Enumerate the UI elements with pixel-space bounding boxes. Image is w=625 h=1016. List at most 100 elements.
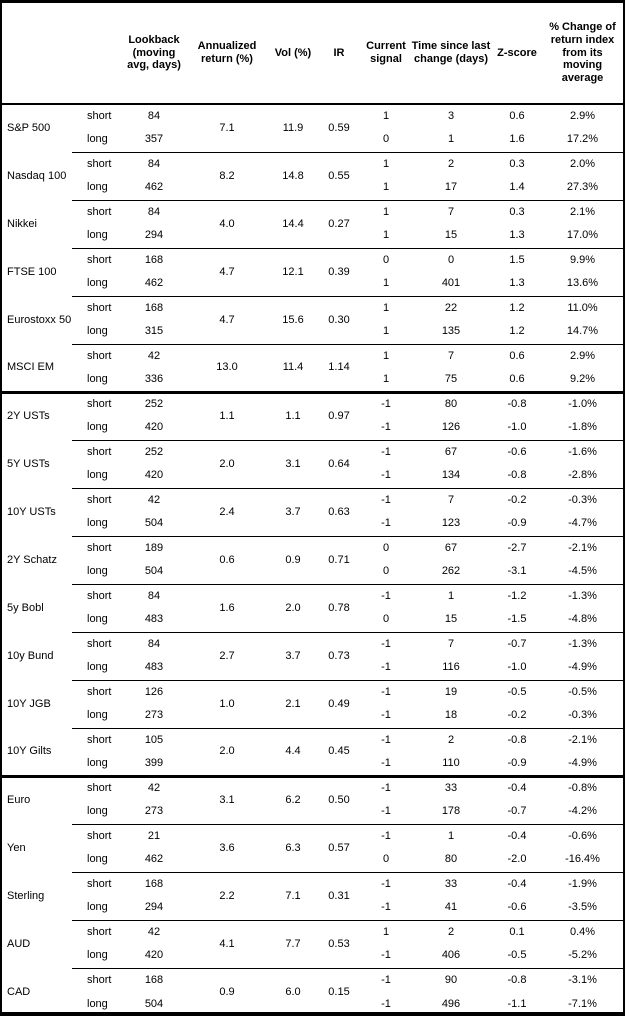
cell-signal: -1 bbox=[362, 656, 410, 681]
cell-signal: -1 bbox=[381, 685, 391, 698]
header-current-signal: Current signal bbox=[362, 3, 410, 105]
cell-instrument: 2Y USTs bbox=[7, 410, 50, 423]
cell-instrument: S&P 500 bbox=[7, 122, 51, 135]
cell-z-score: 1.2 bbox=[492, 320, 542, 345]
cell-time-since: 110 bbox=[410, 752, 492, 778]
cell-annualized-return: 1.0 bbox=[184, 680, 270, 729]
cell-instrument: Euro bbox=[7, 794, 31, 807]
cell-signal: -1 bbox=[362, 944, 410, 969]
cell-vol: 12.1 bbox=[270, 248, 316, 297]
cell-lookback: 84 bbox=[147, 205, 161, 218]
cell-pct-change: -5.2% bbox=[542, 944, 623, 969]
cell-leg: short bbox=[87, 445, 112, 458]
cell-lookback: 42 bbox=[147, 925, 161, 938]
cell-vol: 15.6 bbox=[270, 296, 316, 345]
cell-pct-change: 14.7% bbox=[542, 320, 623, 345]
cell-signal: -1 bbox=[362, 896, 410, 921]
cell-time-since: 17 bbox=[410, 176, 492, 201]
cell-z-score: -1.2 bbox=[507, 589, 527, 602]
cell-vol: 4.4 bbox=[270, 728, 316, 778]
table-row: long 336 1 75 0.6 9.2% bbox=[2, 368, 623, 394]
cell-signal: 0 bbox=[362, 608, 410, 633]
table-row: long 504 -1 496 -1.1 -7.1% bbox=[2, 992, 623, 1012]
cell-leg: long bbox=[72, 704, 124, 729]
cell-time-since: 7 bbox=[447, 349, 455, 362]
cell-lookback: 504 bbox=[124, 560, 184, 585]
table-row: 10Y USTs short 42 2.4 3.7 0.63 -1 7 -0.2 -0.3% bbox=[2, 488, 623, 537]
table-row: long 315 1 135 1.2 14.7% bbox=[2, 320, 623, 345]
cell-pct-change: 17.0% bbox=[542, 224, 623, 249]
cell-leg: short bbox=[87, 398, 112, 411]
cell-lookback: 168 bbox=[144, 973, 164, 986]
cell-pct-change: -3.1% bbox=[568, 973, 597, 986]
cell-z-score: -0.4 bbox=[507, 782, 527, 795]
cell-vol: 2.1 bbox=[270, 680, 316, 729]
cell-pct-change: -1.8% bbox=[542, 416, 623, 441]
cell-vol: 11.9 bbox=[270, 104, 316, 153]
cell-annualized-return: 2.4 bbox=[184, 488, 270, 537]
cell-signal: 0 bbox=[382, 253, 390, 266]
cell-z-score: -1.5 bbox=[492, 608, 542, 633]
cell-annualized-return: 4.0 bbox=[184, 200, 270, 249]
cell-annualized-return: 3.6 bbox=[184, 824, 270, 873]
table-row: MSCI EM short 42 13.0 11.4 1.14 1 7 0.6 2.9% bbox=[2, 344, 623, 394]
cell-signal: -1 bbox=[381, 445, 391, 458]
cell-leg: long bbox=[72, 320, 124, 345]
cell-z-score: -0.7 bbox=[492, 800, 542, 825]
cell-pct-change: 0.4% bbox=[569, 925, 596, 938]
cell-pct-change: -4.8% bbox=[542, 608, 623, 633]
cell-time-since: 41 bbox=[410, 896, 492, 921]
cell-leg: short bbox=[87, 253, 112, 266]
table-row: S&P 500 short 84 7.1 11.9 0.59 1 3 0.6 2.9% bbox=[2, 104, 623, 153]
cell-pct-change: 2.0% bbox=[569, 157, 596, 170]
cell-leg: long bbox=[72, 416, 124, 441]
cell-instrument: 10Y Gilts bbox=[2, 728, 72, 778]
cell-leg: long bbox=[72, 848, 124, 873]
cell-pct-change: -1.6% bbox=[568, 445, 597, 458]
cell-vol: 14.4 bbox=[270, 200, 316, 249]
cell-z-score: -1.0 bbox=[492, 416, 542, 441]
table-row: long 420 -1 406 -0.5 -5.2% bbox=[2, 944, 623, 969]
cell-annualized-return: 7.1 bbox=[184, 104, 270, 153]
cell-z-score: -0.7 bbox=[507, 637, 527, 650]
cell-leg: long bbox=[72, 560, 124, 585]
cell-pct-change: 2.9% bbox=[569, 349, 596, 362]
cell-leg: long bbox=[87, 997, 108, 1010]
cell-pct-change: -4.5% bbox=[542, 560, 623, 585]
cell-instrument: 5Y USTs bbox=[7, 457, 50, 470]
table-row: 10Y JGB short 126 1.0 2.1 0.49 -1 19 -0.5 -0.5% bbox=[2, 680, 623, 729]
cell-leg: long bbox=[72, 224, 124, 249]
cell-leg: short bbox=[87, 589, 112, 602]
cell-lookback: 462 bbox=[124, 272, 184, 297]
cell-time-since: 15 bbox=[410, 224, 492, 249]
cell-ir: 0.30 bbox=[316, 296, 362, 345]
cell-leg: long bbox=[72, 896, 124, 921]
table-row: long 462 1 17 1.4 27.3% bbox=[2, 176, 623, 201]
cell-pct-change: -0.6% bbox=[568, 829, 597, 842]
cell-annualized-return: 4.7 bbox=[184, 296, 270, 345]
cell-lookback: 420 bbox=[124, 944, 184, 969]
table-row: 5Y USTs short 252 2.0 3.1 0.64 -1 67 -0.6 -1.6% bbox=[2, 440, 623, 489]
cell-z-score: 1.3 bbox=[492, 272, 542, 297]
table-row: long 273 -1 18 -0.2 -0.3% bbox=[2, 704, 623, 729]
cell-time-since: 19 bbox=[444, 685, 458, 698]
cell-annualized-return: 3.1 bbox=[184, 776, 270, 825]
cell-lookback: 168 bbox=[144, 253, 164, 266]
table-row: long 483 -1 116 -1.0 -4.9% bbox=[2, 656, 623, 681]
cell-signal: -1 bbox=[381, 398, 391, 411]
cell-lookback: 273 bbox=[124, 800, 184, 825]
cell-time-since: 126 bbox=[410, 416, 492, 441]
cell-lookback: 168 bbox=[144, 877, 164, 890]
cell-signal: 0 bbox=[382, 541, 390, 554]
cell-annualized-return: 0.6 bbox=[184, 536, 270, 585]
table-row: Yen short 21 3.6 6.3 0.57 -1 1 -0.4 -0.6% bbox=[2, 824, 623, 873]
cell-pct-change: -1.9% bbox=[568, 877, 597, 890]
cell-instrument: 10Y USTs bbox=[7, 505, 56, 518]
cell-leg: short bbox=[87, 829, 112, 842]
cell-instrument: AUD bbox=[7, 937, 31, 950]
table-row: long 420 -1 134 -0.8 -2.8% bbox=[2, 464, 623, 489]
cell-pct-change: 2.1% bbox=[569, 205, 596, 218]
cell-time-since: 15 bbox=[410, 608, 492, 633]
cell-lookback: 105 bbox=[144, 733, 164, 746]
cell-instrument: 2Y Schatz bbox=[7, 553, 57, 566]
